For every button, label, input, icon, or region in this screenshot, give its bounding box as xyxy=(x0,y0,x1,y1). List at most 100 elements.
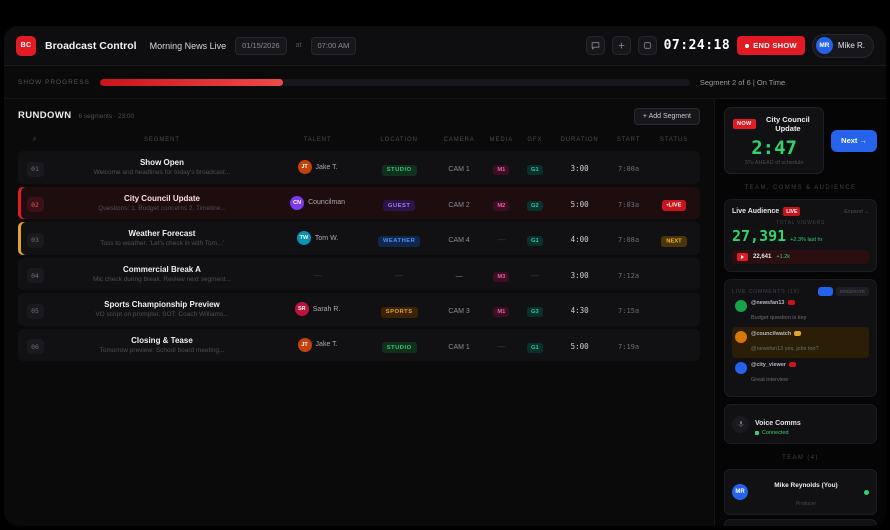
media-cell: M1 xyxy=(483,293,519,326)
voice-comms-card[interactable]: Voice Comms Connected xyxy=(724,404,877,444)
media-cell: M1 xyxy=(483,151,519,184)
row-number: 02 xyxy=(26,197,44,212)
start-cell: 7:19a xyxy=(618,342,640,351)
column-header-start: START xyxy=(616,137,641,143)
comment-item[interactable]: @city_viewer Great interview xyxy=(732,358,869,389)
duration-cell: 4:00 xyxy=(570,235,589,245)
message-icon[interactable] xyxy=(585,36,605,55)
gfx-cell: G3 xyxy=(520,293,551,326)
live-audience-card: Live Audience LIVE Expand ⌄ TOTAL VIEWER… xyxy=(724,199,877,272)
location-empty: — xyxy=(395,270,404,280)
row-number: 01 xyxy=(26,161,44,177)
segment-description: VO script on prompter. SOT: Coach Willia… xyxy=(95,311,229,319)
gfx-cell: G1 xyxy=(520,329,551,362)
segment-description: Mic check during break. Review next segm… xyxy=(92,275,231,283)
duration-cell: 3:00 xyxy=(570,270,589,280)
talent-cell-wrap: TW Tom W. xyxy=(272,222,363,255)
column-header-segment: SEGMENT xyxy=(143,137,180,143)
gfx-cell: G1 xyxy=(520,151,551,184)
segment-cell: Closing & Tease Tomorrow preview: School… xyxy=(52,329,272,362)
location-cell: GUEST xyxy=(363,187,435,220)
time-field[interactable]: 07:00 AM xyxy=(310,36,357,55)
talent-cell: SR Sarah R. xyxy=(274,302,361,317)
comments-header: LIVE COMMENTS (19) MODERATE xyxy=(732,287,869,296)
user-chip[interactable]: MR Mike R. xyxy=(811,33,874,58)
row-number: 05 xyxy=(26,303,44,319)
end-show-label: END SHOW xyxy=(753,41,797,50)
talent-cell-wrap: CN Councilman xyxy=(272,187,363,220)
expand-link[interactable]: Expand ⌄ xyxy=(844,208,869,215)
avatar: SR xyxy=(294,302,309,317)
avatar: JT xyxy=(297,337,312,352)
now-badge: NOW xyxy=(733,119,756,129)
comment-body: @councilwatch @newsfan13 yes, jobs too? xyxy=(751,331,819,355)
talent-cell: CN Councilman xyxy=(274,195,361,210)
online-status-dot xyxy=(864,489,869,495)
start-cell: 7:00a xyxy=(618,165,640,174)
pin-icon[interactable] xyxy=(817,287,833,296)
duration-cell: 4:30 xyxy=(570,306,589,316)
schedule-note: 37s AHEAD of schedule xyxy=(744,160,804,166)
next-segment-button[interactable]: Next → xyxy=(831,129,877,152)
comment-item[interactable]: @councilwatch @newsfan13 yes, jobs too? xyxy=(732,327,869,358)
talent-cell-wrap: JT Jake T. xyxy=(272,151,363,184)
end-show-button[interactable]: END SHOW xyxy=(737,36,805,55)
comment-item[interactable]: @newsfan13 Budget question is key xyxy=(732,296,869,327)
now-header: NOW City Council Update xyxy=(733,115,815,133)
avatar xyxy=(735,330,747,343)
talent-cell-wrap: — xyxy=(272,258,363,291)
flag-icon[interactable] xyxy=(787,300,795,305)
gfx-cell: — xyxy=(520,258,551,291)
progress-track[interactable] xyxy=(99,78,690,86)
date-field[interactable]: 01/15/2026 xyxy=(235,36,287,55)
team-info: Jake Thompson Host xyxy=(754,524,858,526)
mic-icon xyxy=(732,415,749,433)
media-chip: M2 xyxy=(493,200,510,211)
media-empty: — xyxy=(497,341,506,351)
panel-icon[interactable] xyxy=(637,36,657,55)
status-cell xyxy=(648,329,700,362)
flag-icon[interactable] xyxy=(794,331,802,336)
gfx-chip: G1 xyxy=(526,165,543,176)
status-cell xyxy=(648,151,700,184)
moderate-button[interactable]: MODERATE xyxy=(835,287,869,296)
start-cell: 7:15a xyxy=(618,307,640,316)
rundown-panel: RUNDOWN 6 segments · 23:00 + Add Segment… xyxy=(4,99,714,526)
plus-icon[interactable] xyxy=(611,36,631,55)
segment-title: Weather Forecast xyxy=(128,229,196,239)
platform-count: 22,641 xyxy=(753,254,772,260)
team-info: Mike Reynolds (You) Producer xyxy=(754,474,858,510)
table-row[interactable]: 06 Closing & Tease Tomorrow preview: Sch… xyxy=(18,328,700,362)
table-row[interactable]: 02 City Council Update Questions: 1. Bud… xyxy=(18,186,700,220)
team-member-row[interactable]: MR Mike Reynolds (You) Producer xyxy=(724,469,877,515)
status-badge: •LIVE xyxy=(661,200,687,212)
talent-cell: TW Tom W. xyxy=(274,231,361,246)
table-row[interactable]: 01 Show Open Welcome and headlines for t… xyxy=(18,151,700,184)
avatar: TW xyxy=(296,231,311,246)
table-row[interactable]: 05 Sports Championship Preview VO script… xyxy=(18,293,700,326)
platform-row[interactable]: 22,641 +1.2k xyxy=(732,250,869,264)
gfx-chip: G2 xyxy=(526,200,543,211)
comment-body: @newsfan13 Budget question is key xyxy=(751,300,806,324)
talent-empty: — xyxy=(313,270,322,280)
segment-cell: City Council Update Questions: 1. Budget… xyxy=(52,187,272,220)
progress-label: SHOW PROGRESS xyxy=(18,78,90,86)
table-row[interactable]: 03 Weather Forecast Toss to weather: 'Le… xyxy=(18,222,700,255)
avatar: MR xyxy=(815,37,833,54)
team-member-row[interactable]: JT Jake Thompson Host xyxy=(724,519,877,526)
team-member-role: Producer xyxy=(795,501,817,507)
flag-icon[interactable] xyxy=(789,362,797,367)
row-number-cell: 02 xyxy=(18,187,52,220)
show-name: Morning News Live xyxy=(149,40,227,51)
table-row[interactable]: 04 Commercial Break A Mic check during b… xyxy=(18,257,700,291)
app-window: BC Broadcast Control Morning News Live 0… xyxy=(4,26,886,526)
comment-head: @city_viewer xyxy=(751,362,797,368)
status-badge: NEXT xyxy=(661,235,687,247)
total-viewers-label: TOTAL VIEWERS xyxy=(775,220,825,226)
progress-status: Segment 2 of 6 | On Time xyxy=(699,77,786,87)
add-segment-button[interactable]: + Add Segment xyxy=(633,108,700,125)
gfx-cell: G2 xyxy=(520,187,551,220)
duration-cell: 5:00 xyxy=(570,199,589,209)
segment-title: Closing & Tease xyxy=(131,335,193,345)
row-number: 03 xyxy=(26,232,44,248)
